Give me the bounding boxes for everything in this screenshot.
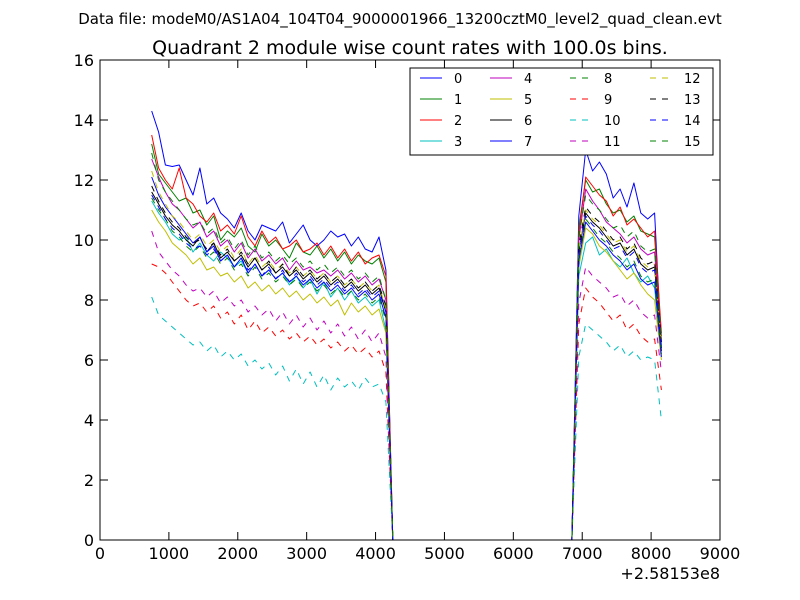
series-line-15 — [151, 152, 662, 541]
y-tick-label: 10 — [74, 231, 94, 250]
y-tick-label: 2 — [84, 471, 94, 490]
x-tick-label: 0 — [95, 544, 105, 563]
x-tick-label: 9000 — [700, 544, 741, 563]
legend-label-1: 1 — [454, 93, 462, 108]
x-tick-label: 5000 — [424, 544, 465, 563]
y-tick-label: 0 — [84, 531, 94, 550]
legend-label-10: 10 — [604, 114, 621, 129]
x-tick-label: 1000 — [149, 544, 190, 563]
suptitle: Data file: modeM0/AS1A04_104T04_90000019… — [78, 10, 722, 29]
y-tick-label: 6 — [84, 351, 94, 370]
y-tick-label: 14 — [74, 111, 94, 130]
legend-label-11: 11 — [604, 135, 621, 150]
y-tick-label: 16 — [74, 51, 94, 70]
x-offset-label: +2.58153e8 — [620, 564, 720, 583]
legend-label-0: 0 — [454, 72, 462, 87]
axis-ticks: 0 1000 2000 3000 4000 5000 6000 7000 8000 9000 0 2 4… — [74, 51, 741, 563]
legend-label-7: 7 — [524, 135, 532, 150]
legend-label-3: 3 — [454, 135, 462, 150]
legend-label-13: 13 — [684, 93, 701, 108]
x-tick-label: 6000 — [493, 544, 534, 563]
x-tick-label: 8000 — [631, 544, 672, 563]
chart-title: Quadrant 2 module wise count rates with … — [152, 37, 668, 59]
x-tick-label: 7000 — [562, 544, 603, 563]
legend-label-9: 9 — [604, 93, 612, 108]
y-tick-label: 8 — [84, 291, 94, 310]
legend-label-15: 15 — [684, 135, 701, 150]
x-tick-label: 2000 — [217, 544, 258, 563]
x-tick-label: 4000 — [355, 544, 396, 563]
legend-label-12: 12 — [684, 72, 701, 87]
plot-frame — [99, 59, 721, 541]
y-tick-label: 12 — [74, 171, 94, 190]
legend-label-14: 14 — [684, 114, 701, 129]
legend-label-6: 6 — [524, 114, 532, 129]
series-line-14 — [151, 194, 662, 541]
legend-label-8: 8 — [604, 72, 612, 87]
legend-label-4: 4 — [524, 72, 532, 87]
legend-label-2: 2 — [454, 114, 462, 129]
x-tick-label: 3000 — [286, 544, 327, 563]
y-tick-label: 4 — [84, 411, 94, 430]
legend-label-5: 5 — [524, 93, 532, 108]
